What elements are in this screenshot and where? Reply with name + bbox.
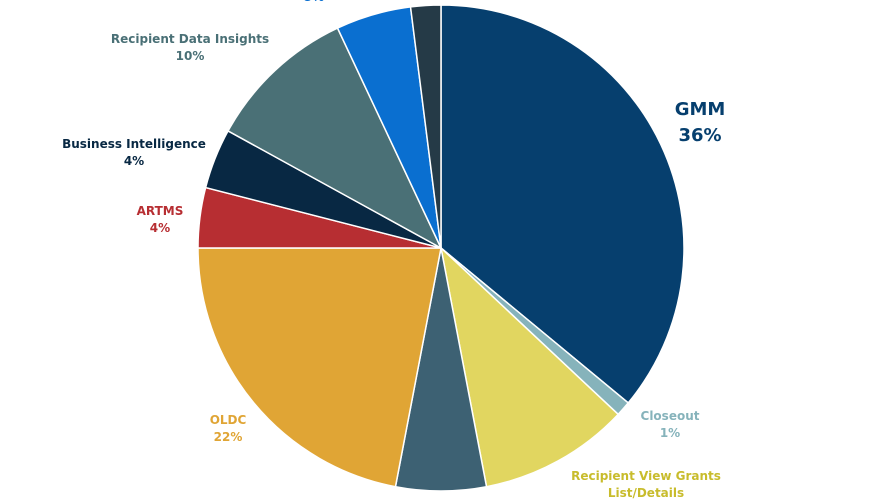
- label-rdi-value: 10%: [175, 49, 205, 63]
- label-artms-name: ARTMS: [136, 204, 184, 218]
- label-top-slice: 5%: [304, 0, 324, 6]
- label-business-intelligence: Business Intelligence 4%: [62, 136, 206, 170]
- label-closeout-name: Closeout: [640, 409, 700, 423]
- label-gmm-name: GMM: [674, 99, 726, 120]
- label-closeout-value: 1%: [659, 426, 681, 440]
- label-recipient-data-insights: Recipient Data Insights 10%: [111, 31, 269, 65]
- label-artms-value: 4%: [149, 221, 171, 235]
- pie-slice-oldc: [197, 247, 442, 488]
- label-oldc-name: OLDC: [209, 413, 247, 427]
- label-gmm: GMM 36%: [675, 97, 726, 149]
- label-top-value: 5%: [304, 0, 324, 6]
- label-closeout: Closeout 1%: [641, 408, 700, 442]
- label-rvg-name: Recipient View Grants List/Details: [571, 469, 721, 500]
- pie-slice-gmm: [440, 4, 685, 404]
- pie-slice-unlabeled-9: [409, 4, 442, 249]
- pie-slice-recipient-data-insights: [227, 27, 443, 250]
- label-gmm-value: 36%: [678, 125, 722, 146]
- label-oldc: OLDC 22%: [210, 412, 247, 446]
- label-rdi-name: Recipient Data Insights: [110, 32, 270, 46]
- pie-slice-recipient-view-grants-list-details: [439, 245, 620, 488]
- label-recipient-view-grants: Recipient View Grants List/Details: [571, 468, 721, 502]
- label-bi-value: 4%: [123, 154, 145, 168]
- label-oldc-value: 22%: [213, 430, 243, 444]
- label-bi-name: Business Intelligence: [62, 137, 206, 151]
- label-artms: ARTMS 4%: [137, 203, 184, 237]
